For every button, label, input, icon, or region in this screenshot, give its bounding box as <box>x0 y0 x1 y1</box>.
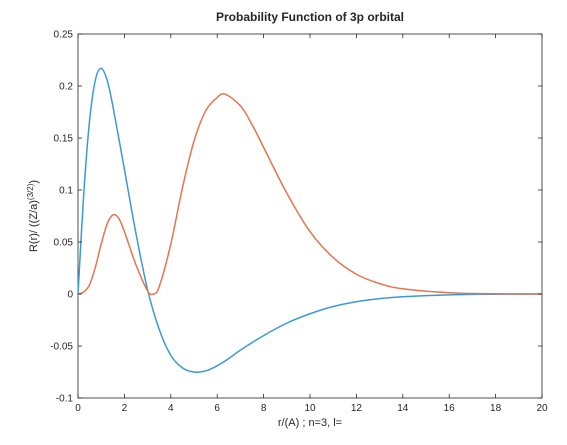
x-tick-label: 0 <box>75 403 81 414</box>
y-tick-label: 0.15 <box>54 134 74 145</box>
x-tick-label: 10 <box>304 403 316 414</box>
y-tick-label: 0 <box>67 290 73 301</box>
y-axis-label-base: R(r)/ ((Z/a) <box>28 200 40 252</box>
x-tick-label: 2 <box>122 403 128 414</box>
x-tick-label: 8 <box>261 403 267 414</box>
x-tick-label: 12 <box>351 403 363 414</box>
y-tick-label: 0.2 <box>59 82 73 93</box>
x-axis-label: r/(A) ; n=3, l= <box>278 417 342 429</box>
x-tick-label: 16 <box>444 403 456 414</box>
y-axis-label-tail: ) <box>28 180 40 184</box>
y-axis-label-sup: (3/2) <box>26 183 35 200</box>
y-tick-label: -0.1 <box>56 394 74 405</box>
series-line-2 <box>77 93 543 296</box>
y-tick-label: 0.1 <box>59 186 73 197</box>
y-tick-label: -0.05 <box>50 342 73 353</box>
x-axis-ticks: 0 2 4 6 8 10 12 14 16 18 20 <box>75 34 548 414</box>
y-tick-label: 0.05 <box>54 238 74 249</box>
x-tick-label: 6 <box>214 403 220 414</box>
x-tick-label: 4 <box>168 403 174 414</box>
plot-area: 0 2 4 6 8 10 12 14 16 18 20 -0.1-0.0500.050.10.150… <box>50 30 548 415</box>
y-axis-ticks: -0.1 -0.05 0 0.05 0.1 0.15 0.2 0.25 <box>50 30 542 405</box>
x-tick-label: 14 <box>397 403 409 414</box>
y-axis-label: R(r)/ ((Z/a)(3/2)) <box>26 180 41 252</box>
chart-title: Probability Function of 3p orbital <box>216 10 404 24</box>
x-tick-label: 18 <box>490 403 502 414</box>
series-line-1 <box>77 67 543 373</box>
x-tick-label: 20 <box>536 403 548 414</box>
series-layer <box>77 67 543 373</box>
y-tick-label: 0.25 <box>54 30 74 41</box>
